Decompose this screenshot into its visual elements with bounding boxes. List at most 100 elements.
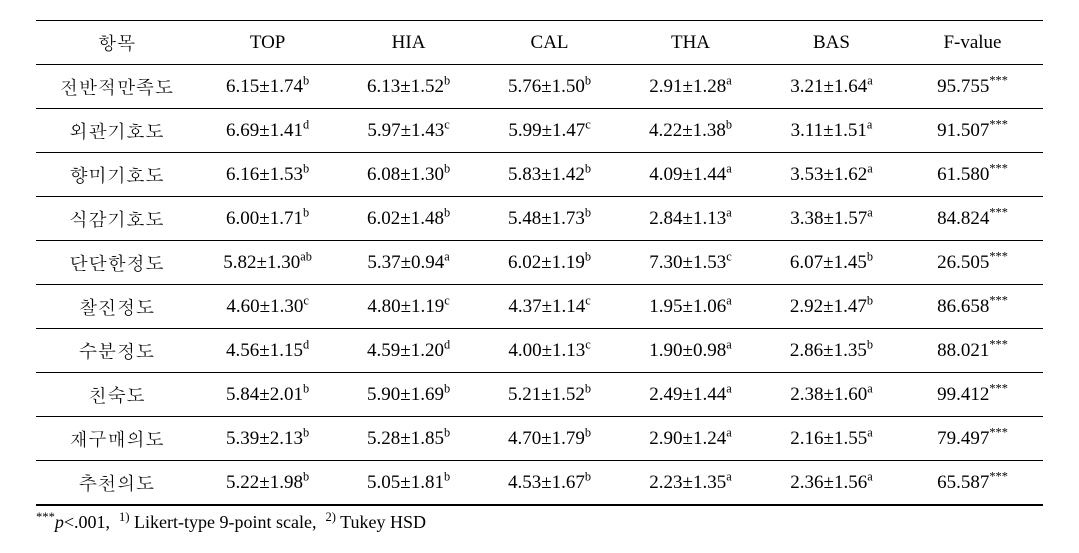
sd: 1.81	[411, 472, 444, 493]
sd: 1.30	[411, 164, 444, 185]
row-label: 전반적만족도	[36, 65, 197, 109]
row-label: 향미기호도	[36, 153, 197, 197]
tukey-sup: b	[867, 293, 873, 307]
mean: 3.53	[790, 164, 823, 185]
tukey-sup: b	[867, 249, 873, 263]
f-sig: ***	[989, 469, 1008, 483]
tukey-sup: b	[444, 381, 450, 395]
col-header-fval: F-value	[902, 21, 1043, 65]
sd: 1.98	[270, 472, 303, 493]
sd: 1.47	[834, 296, 867, 317]
cell-bas: 3.21±1.64a	[761, 65, 902, 109]
tukey-sup: c	[303, 293, 308, 307]
tukey-sup: d	[303, 117, 309, 131]
mean: 4.09	[649, 164, 682, 185]
mean: 4.59	[367, 340, 400, 361]
mean: 6.02	[508, 252, 541, 273]
tukey-sup: a	[867, 161, 872, 175]
cell-hia: 5.97±1.43c	[338, 109, 479, 153]
cell-hia: 5.05±1.81b	[338, 461, 479, 506]
sd: 1.57	[834, 208, 867, 229]
sd: 1.13	[693, 208, 726, 229]
tukey-sup: b	[585, 425, 591, 439]
sd: 1.41	[270, 120, 303, 141]
mean: 2.90	[649, 428, 682, 449]
cell-hia: 5.37±0.94a	[338, 241, 479, 285]
sd: 1.44	[693, 164, 726, 185]
tukey-sup: a	[867, 381, 872, 395]
cell-hia: 6.08±1.30b	[338, 153, 479, 197]
f-sig: ***	[989, 117, 1008, 131]
row-label: 추천의도	[36, 461, 197, 506]
mean: 2.84	[649, 208, 682, 229]
mean: 4.00	[508, 340, 541, 361]
mean: 7.30	[649, 252, 682, 273]
cell-tha: 2.23±1.35a	[620, 461, 761, 506]
mean: 3.38	[790, 208, 823, 229]
row-label: 수분정도	[36, 329, 197, 373]
sd: 1.53	[693, 252, 726, 273]
cell-cal: 4.00±1.13c	[479, 329, 620, 373]
cell-fvalue: 91.507***	[902, 109, 1043, 153]
sd: 1.15	[270, 340, 303, 361]
footnote-sig-marker: ***	[36, 510, 55, 524]
tukey-sup: c	[585, 117, 590, 131]
cell-top: 5.82±1.30ab	[197, 241, 338, 285]
cell-top: 4.56±1.15d	[197, 329, 338, 373]
table-body: 전반적만족도6.15±1.74b6.13±1.52b5.76±1.50b2.91…	[36, 65, 1043, 506]
sd: 1.62	[834, 164, 867, 185]
f-value: 88.021	[937, 340, 989, 361]
mean: 5.22	[226, 472, 259, 493]
tukey-sup: b	[726, 117, 732, 131]
table-row: 수분정도4.56±1.15d4.59±1.20d4.00±1.13c1.90±0…	[36, 329, 1043, 373]
cell-bas: 2.38±1.60a	[761, 373, 902, 417]
tukey-sup: b	[303, 73, 309, 87]
cell-tha: 4.22±1.38b	[620, 109, 761, 153]
tukey-sup: b	[444, 161, 450, 175]
mean: 4.56	[226, 340, 259, 361]
mean: 5.99	[508, 120, 541, 141]
cell-hia: 4.59±1.20d	[338, 329, 479, 373]
cell-hia: 6.02±1.48b	[338, 197, 479, 241]
cell-fvalue: 26.505***	[902, 241, 1043, 285]
cell-bas: 6.07±1.45b	[761, 241, 902, 285]
tukey-sup: a	[867, 469, 872, 483]
sd: 1.19	[552, 252, 585, 273]
f-value: 84.824	[937, 208, 989, 229]
cell-top: 4.60±1.30c	[197, 285, 338, 329]
table-row: 단단한정도5.82±1.30ab5.37±0.94a6.02±1.19b7.30…	[36, 241, 1043, 285]
sd: 1.50	[552, 76, 585, 97]
row-label: 재구매의도	[36, 417, 197, 461]
mean: 5.21	[508, 384, 541, 405]
sd: 1.60	[834, 384, 867, 405]
sd: 1.74	[270, 76, 303, 97]
tukey-sup: c	[726, 249, 731, 263]
sd: 1.35	[693, 472, 726, 493]
tukey-sup: a	[726, 293, 731, 307]
f-value: 79.497	[937, 428, 989, 449]
mean: 2.23	[649, 472, 682, 493]
cell-hia: 4.80±1.19c	[338, 285, 479, 329]
tukey-sup: a	[726, 205, 731, 219]
tukey-sup: a	[444, 249, 449, 263]
cell-tha: 1.90±0.98a	[620, 329, 761, 373]
f-value: 86.658	[937, 296, 989, 317]
cell-fvalue: 95.755***	[902, 65, 1043, 109]
tukey-sup: b	[585, 249, 591, 263]
tukey-sup: b	[303, 161, 309, 175]
footnote-note2-sup: 2)	[325, 510, 336, 524]
row-label: 단단한정도	[36, 241, 197, 285]
col-header-top: TOP	[197, 21, 338, 65]
mean: 5.97	[367, 120, 400, 141]
table-row: 향미기호도6.16±1.53b6.08±1.30b5.83±1.42b4.09±…	[36, 153, 1043, 197]
table-header-row: 항목 TOP HIA CAL THA BAS F-value	[36, 21, 1043, 65]
table-row: 재구매의도5.39±2.13b5.28±1.85b4.70±1.79b2.90±…	[36, 417, 1043, 461]
f-sig: ***	[989, 205, 1008, 219]
f-sig: ***	[989, 249, 1008, 263]
table-row: 추천의도5.22±1.98b5.05±1.81b4.53±1.67b2.23±1…	[36, 461, 1043, 506]
sd: 1.47	[552, 120, 585, 141]
sd: 1.53	[270, 164, 303, 185]
cell-tha: 2.91±1.28a	[620, 65, 761, 109]
cell-cal: 5.21±1.52b	[479, 373, 620, 417]
sd: 1.35	[834, 340, 867, 361]
